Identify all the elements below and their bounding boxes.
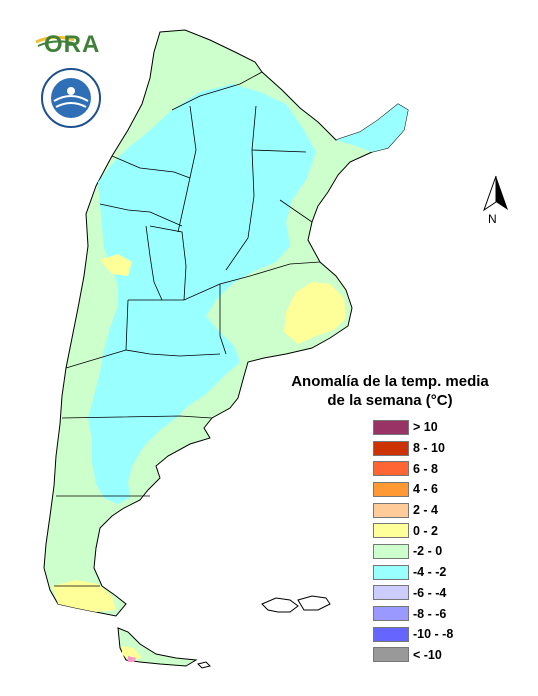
legend-item: < -10 [373, 645, 453, 666]
legend-label: 4 - 6 [413, 482, 439, 497]
legend-label: 8 - 10 [413, 441, 445, 456]
anomaly-yellow-tdf [122, 646, 142, 660]
legend-item: > 10 [373, 417, 453, 438]
anomaly-pink-tdf [128, 656, 136, 662]
ora-logo-swoosh-icon [35, 35, 77, 47]
legend-item: 0 - 2 [373, 520, 453, 541]
ora-logo [34, 28, 104, 60]
legend-swatch [373, 647, 409, 663]
legend-swatch [373, 419, 409, 435]
legend-title: Anomalía de la temp. media de la semana … [290, 372, 490, 410]
legend-label: 0 - 2 [413, 523, 439, 538]
north-label: N [488, 212, 497, 226]
legend-label: 2 - 4 [413, 503, 439, 518]
legend-item: -10 - -8 [373, 624, 453, 645]
anomaly-yellow-south [52, 580, 116, 612]
legend-item: -2 - 0 [373, 541, 453, 562]
legend-title-line1: Anomalía de la temp. media [291, 373, 489, 390]
legend-swatch [373, 626, 409, 642]
legend-swatch [373, 481, 409, 497]
legend-label: < -10 [413, 647, 442, 662]
anomaly-cyan-northeast [336, 104, 408, 152]
legend-label: -2 - 0 [413, 544, 443, 559]
legend-swatch [373, 523, 409, 539]
smn-logo [40, 67, 102, 129]
legend-swatch [373, 502, 409, 518]
legend-swatch [373, 564, 409, 580]
legend-swatch [373, 543, 409, 559]
legend-item: 2 - 4 [373, 500, 453, 521]
anomaly-yellow-buenos-aires [284, 282, 346, 344]
north-arrow [478, 172, 514, 232]
legend-item: -4 - -2 [373, 562, 453, 583]
legend-label: > 10 [413, 420, 438, 435]
legend: > 10 8 - 10 6 - 8 4 - 6 2 - 4 0 - 2 -2 - 0 -4 -… [373, 417, 453, 665]
small-island [197, 661, 211, 669]
legend-title-line2: de la semana (°C) [327, 392, 453, 409]
legend-label: -6 - -4 [413, 585, 447, 600]
legend-item: 4 - 6 [373, 479, 453, 500]
smn-logo-icon [41, 68, 101, 128]
legend-swatch [373, 440, 409, 456]
legend-label: -8 - -6 [413, 606, 447, 621]
anomaly-yellow-mendoza [100, 254, 132, 276]
anomaly-cyan-north [88, 84, 316, 504]
legend-item: -6 - -4 [373, 583, 453, 604]
legend-label: 6 - 8 [413, 461, 439, 476]
legend-item: 6 - 8 [373, 458, 453, 479]
legend-swatch [373, 461, 409, 477]
legend-swatch [373, 585, 409, 601]
legend-label: -10 - -8 [413, 627, 454, 642]
province-boundaries [54, 71, 321, 587]
north-arrow-icon [483, 175, 508, 212]
legend-item: -8 - -6 [373, 603, 453, 624]
ora-logo-text: ORA [44, 31, 101, 58]
legend-swatch [373, 606, 409, 622]
legend-item: 8 - 10 [373, 438, 453, 459]
legend-label: -4 - -2 [413, 565, 447, 580]
malvinas-islands [261, 595, 331, 613]
